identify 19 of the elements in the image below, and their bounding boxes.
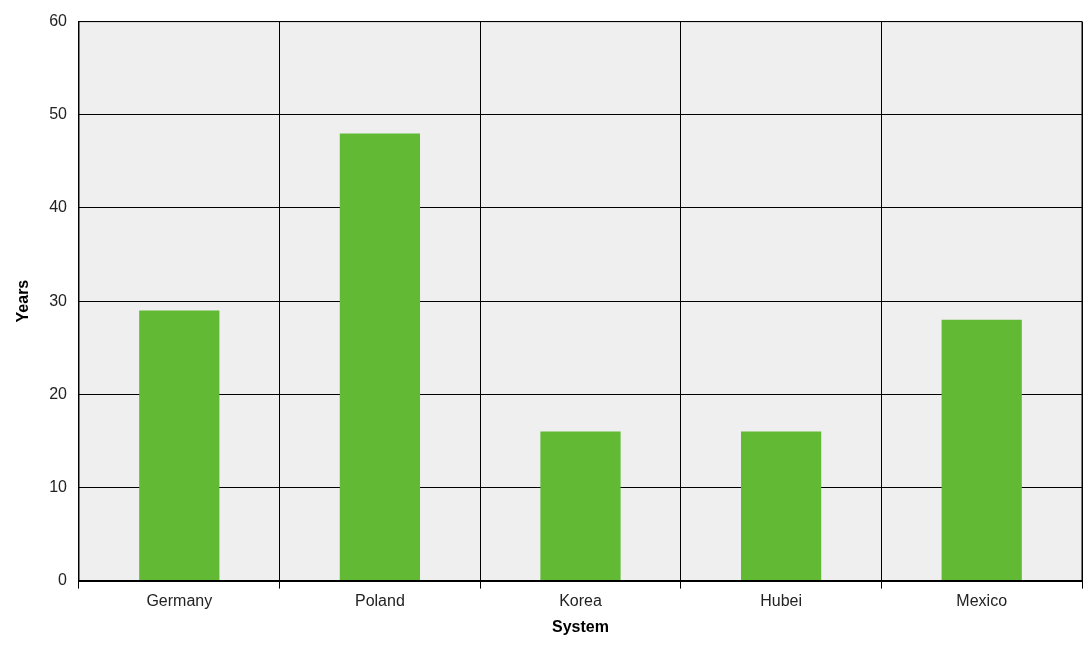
bar [941, 319, 1022, 581]
y-tick-label: 0 [58, 571, 68, 589]
x-tick-label: Hubei [760, 591, 803, 609]
bar [540, 431, 621, 581]
y-tick-label: 50 [49, 105, 68, 123]
y-tick-label: 20 [49, 384, 68, 402]
x-tick-label: Mexico [956, 591, 1008, 609]
y-tick-label: 60 [49, 12, 68, 30]
y-tick-label: 40 [49, 198, 68, 216]
bar [139, 310, 220, 581]
bar [740, 431, 822, 581]
bar [339, 133, 421, 581]
x-tick-label: Germany [146, 591, 213, 609]
y-axis-title: Years [14, 279, 32, 323]
x-tick-label: Korea [559, 591, 602, 609]
x-axis-title: System [552, 617, 609, 635]
y-tick-label: 30 [49, 291, 68, 309]
x-tick-label: Poland [354, 591, 405, 609]
y-tick-label: 10 [49, 477, 68, 495]
